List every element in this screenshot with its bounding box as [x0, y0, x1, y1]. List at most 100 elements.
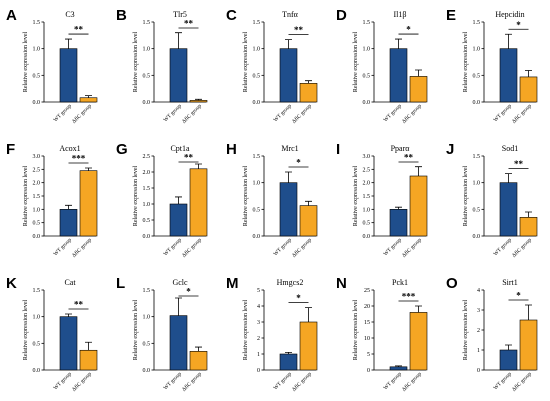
y-tick-label: 0.0: [363, 234, 371, 240]
bar-ko: [189, 168, 208, 237]
error-bar-wt: [175, 32, 182, 49]
category-label-wt: WT group: [163, 371, 183, 391]
y-tick-label: 0.5: [253, 73, 261, 79]
significance-label: ***: [72, 154, 86, 164]
error-bar-wt: [65, 313, 72, 317]
y-axis-label: Relative expression level: [133, 166, 139, 227]
bar-ko: [409, 76, 428, 103]
y-tick-label: 1.5: [253, 20, 261, 26]
bar-wt: [59, 209, 78, 237]
gene-title: Tnfα: [282, 10, 299, 19]
y-tick-label: 1.5: [473, 154, 481, 160]
y-tick-label: 5: [367, 352, 370, 358]
y-tick-label: 3: [257, 320, 260, 326]
y-tick-label: 0.5: [143, 341, 151, 347]
y-tick-label: 1.5: [33, 288, 41, 294]
panel-h: H Mrc1 Relative expression level 0.0 0.5 1.0 1…: [226, 141, 318, 259]
bar-wt: [59, 316, 78, 371]
error-bar-ko: [85, 341, 92, 351]
y-tick-label: 4: [257, 304, 260, 310]
panel-letter: L: [116, 275, 125, 292]
y-tick-label: 2.5: [33, 167, 41, 173]
category-label-ko: ΔflC group: [510, 236, 533, 259]
error-bar-ko: [525, 211, 532, 218]
y-tick-label: 0.0: [253, 100, 261, 106]
category-label-wt: WT group: [163, 103, 183, 123]
y-tick-label: 3.0: [33, 154, 41, 160]
y-tick-label: 0.0: [33, 234, 41, 240]
error-bar-ko: [415, 305, 422, 313]
category-label-wt: WT group: [383, 371, 403, 391]
bar-wt: [59, 48, 78, 103]
category-label-wt: WT group: [493, 371, 513, 391]
bar-wt: [279, 48, 298, 103]
y-tick-label: 0: [367, 368, 370, 374]
y-tick-label: 0.5: [363, 221, 371, 227]
bar-wt: [389, 209, 408, 237]
gene-title: Cpt1a: [170, 144, 190, 153]
y-axis-label: Relative expression level: [23, 166, 29, 227]
y-tick-label: 15: [364, 320, 370, 326]
y-tick-label: 1.0: [143, 315, 151, 321]
panel-letter: A: [6, 7, 17, 24]
gene-title: Mrc1: [281, 144, 298, 153]
y-tick-label: 1.5: [33, 194, 41, 200]
error-bar-wt: [285, 352, 292, 354]
category-label-ko: ΔflC group: [180, 236, 203, 259]
y-tick-label: 1.0: [473, 47, 481, 53]
y-tick-label: 1.0: [363, 47, 371, 53]
panel-letter: O: [446, 275, 458, 292]
y-tick-label: 0.0: [143, 368, 151, 374]
y-axis-label: Relative expression level: [463, 166, 469, 227]
panel-c: C Tnfα Relative expression level 0.0 0.5 1.0 1…: [226, 7, 318, 125]
bar-ko: [299, 321, 318, 371]
bar-ko: [189, 100, 208, 103]
gene-title: Sirt1: [502, 278, 518, 287]
bar-ko: [519, 76, 538, 103]
panel-letter: B: [116, 7, 127, 24]
category-label-ko: ΔflC group: [70, 370, 93, 393]
y-tick-label: 1.5: [143, 288, 151, 294]
y-axis-label: Relative expression level: [463, 300, 469, 361]
error-bar-wt: [395, 38, 402, 49]
category-label-wt: WT group: [273, 103, 293, 123]
y-tick-label: 2: [257, 336, 260, 342]
bar-wt: [169, 203, 188, 237]
y-axis-label: Relative expression level: [353, 32, 359, 93]
y-axis-label: Relative expression level: [23, 32, 29, 93]
bar-wt: [389, 366, 408, 371]
category-label-wt: WT group: [163, 237, 183, 257]
y-tick-label: 1.5: [143, 20, 151, 26]
y-tick-label: 2: [477, 328, 480, 334]
error-bar-ko: [195, 346, 202, 352]
y-tick-label: 20: [364, 304, 370, 310]
bar-ko: [519, 319, 538, 371]
y-tick-label: 1.5: [363, 194, 371, 200]
bar-ko: [189, 351, 208, 371]
bar-ko: [409, 312, 428, 371]
y-tick-label: 0.5: [143, 73, 151, 79]
panel-k: K Cat Relative expression level 0.0 0.5 1.0 1.…: [6, 275, 98, 393]
bar-ko: [409, 175, 428, 237]
error-bar-wt: [65, 38, 72, 49]
error-bar-wt: [505, 344, 512, 350]
gene-title: Cat: [64, 278, 76, 287]
error-bar-wt: [505, 33, 512, 49]
y-tick-label: 2.5: [143, 154, 151, 160]
gene-title: Pck1: [392, 278, 408, 287]
error-bar-wt: [285, 39, 292, 49]
y-tick-label: 1.0: [253, 181, 261, 187]
y-tick-label: 0.0: [473, 234, 481, 240]
y-axis-label: Relative expression level: [243, 166, 249, 227]
error-bar-wt: [285, 171, 292, 183]
panel-i: I Pparα Relative expression level 0.0 0.5 1.0…: [336, 141, 428, 259]
category-label-wt: WT group: [53, 371, 73, 391]
y-tick-label: 3: [477, 308, 480, 314]
y-axis-label: Relative expression level: [463, 32, 469, 93]
panel-letter: E: [446, 7, 456, 24]
gene-title: Il1β: [394, 10, 407, 19]
y-axis-label: Relative expression level: [243, 32, 249, 93]
y-tick-label: 1.5: [253, 154, 261, 160]
significance-label: **: [74, 300, 84, 310]
